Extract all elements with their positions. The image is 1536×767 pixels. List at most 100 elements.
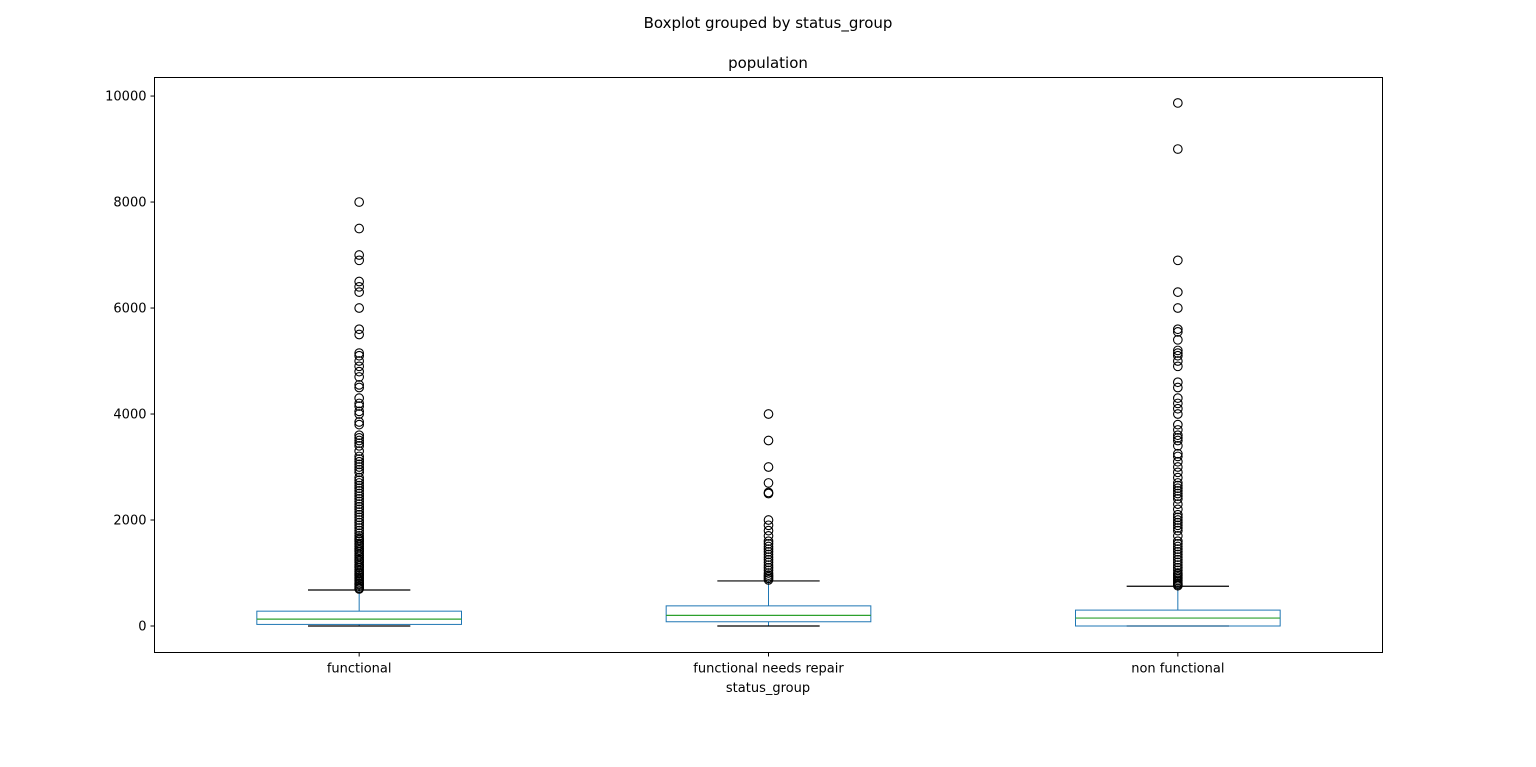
- flier-point: [763, 487, 774, 498]
- flier-point: [1172, 557, 1183, 568]
- flier-point: [354, 501, 365, 512]
- flier-point: [1172, 562, 1183, 573]
- flier-point: [354, 438, 365, 449]
- box-iqr: [256, 610, 463, 625]
- flier-point: [1172, 523, 1183, 533]
- flier-point: [763, 544, 774, 555]
- flier-point: [354, 419, 365, 430]
- flier-point: [354, 464, 365, 475]
- chart-title: population: [728, 54, 808, 72]
- flier-point: [354, 520, 365, 531]
- flier-point: [354, 398, 365, 409]
- plot-area: 0 2000 4000 6000 8000 10000 functional function…: [105, 90, 1281, 677]
- flier-point: [763, 531, 774, 541]
- flier-point: [763, 520, 774, 531]
- flier-point: [1172, 493, 1183, 504]
- flier-point: [1172, 345, 1183, 356]
- flier-point: [1172, 462, 1183, 472]
- flier-point: [354, 417, 365, 427]
- flier-point: [1172, 348, 1183, 358]
- flier-point: [1172, 430, 1183, 441]
- flier-point: [1172, 512, 1183, 523]
- flier-point: [1172, 560, 1183, 570]
- flier-point: [1172, 393, 1183, 403]
- flier-point: [354, 372, 365, 382]
- flier-point: [1172, 499, 1183, 509]
- flier-point: [354, 451, 365, 462]
- flier-point: [354, 324, 365, 335]
- y-tick-label: 8000: [113, 196, 146, 211]
- x-tick-label: functional needs repair: [693, 662, 844, 677]
- flier-point: [1172, 509, 1183, 520]
- flier-point: [1172, 324, 1183, 335]
- flier-point: [354, 517, 365, 528]
- flier-point: [1172, 483, 1183, 494]
- flier-point: [354, 504, 365, 515]
- flier-point: [354, 356, 365, 366]
- flier-point: [1172, 327, 1183, 337]
- flier-point: [354, 361, 365, 372]
- flier-point: [763, 435, 774, 446]
- flier-point: [354, 255, 365, 266]
- x-tick-label: non functional: [1131, 662, 1224, 677]
- y-tick-label: 10000: [105, 90, 146, 105]
- flier-point: [354, 366, 365, 377]
- flier-point: [354, 475, 365, 486]
- x-tick-label: functional: [327, 662, 392, 677]
- flier-point: [354, 446, 365, 456]
- flier-point: [763, 562, 774, 573]
- flier-point: [354, 276, 365, 287]
- flier-point: [354, 509, 365, 520]
- flier-point: [1172, 520, 1183, 531]
- flier-point: [354, 409, 365, 419]
- flier-point: [1172, 398, 1183, 409]
- flier-point: [1172, 409, 1183, 419]
- flier-point: [1172, 433, 1183, 443]
- flier-point: [354, 459, 365, 470]
- flier-point: [354, 250, 365, 260]
- flier-point: [354, 488, 365, 499]
- flier-point: [354, 512, 365, 523]
- y-tick-label: 2000: [113, 514, 146, 529]
- flier-point: [354, 478, 365, 488]
- flier-point: [1172, 403, 1183, 414]
- flier-point: [1172, 525, 1183, 536]
- flier-point: [1172, 356, 1183, 366]
- chart-suptitle: Boxplot grouped by status_group: [644, 14, 893, 33]
- flier-point: [1172, 467, 1183, 478]
- flier-point: [354, 493, 365, 504]
- flier-point: [1172, 287, 1183, 297]
- flier-point: [354, 197, 365, 207]
- flier-point: [763, 541, 774, 552]
- flier-point: [1172, 504, 1183, 515]
- flier-point: [1172, 472, 1183, 483]
- flier-point: [763, 525, 774, 536]
- flier-point: [354, 348, 365, 358]
- y-tick-label: 6000: [113, 302, 146, 317]
- flier-point: [354, 406, 365, 417]
- flier-point: [354, 433, 365, 443]
- flier-point: [354, 281, 365, 292]
- flier-point: [1172, 334, 1183, 345]
- flier-point: [1172, 568, 1183, 578]
- flier-point: [354, 515, 365, 525]
- flier-point: [354, 462, 365, 472]
- y-tick-label: 4000: [113, 408, 146, 423]
- flier-point: [1172, 549, 1183, 560]
- flier-point: [1172, 435, 1183, 446]
- flier-point: [354, 430, 365, 441]
- flier-point: [1172, 255, 1183, 266]
- flier-point: [1172, 480, 1183, 491]
- flier-point: [1172, 456, 1183, 467]
- flier-point: [354, 223, 365, 234]
- flier-point: [1172, 486, 1183, 496]
- flier-point: [354, 454, 365, 464]
- flier-point: [1172, 552, 1183, 562]
- flier-point: [1172, 541, 1183, 552]
- flier-point: [763, 565, 774, 576]
- flier-point: [354, 507, 365, 517]
- flier-point: [763, 557, 774, 568]
- flier-point: [354, 528, 365, 539]
